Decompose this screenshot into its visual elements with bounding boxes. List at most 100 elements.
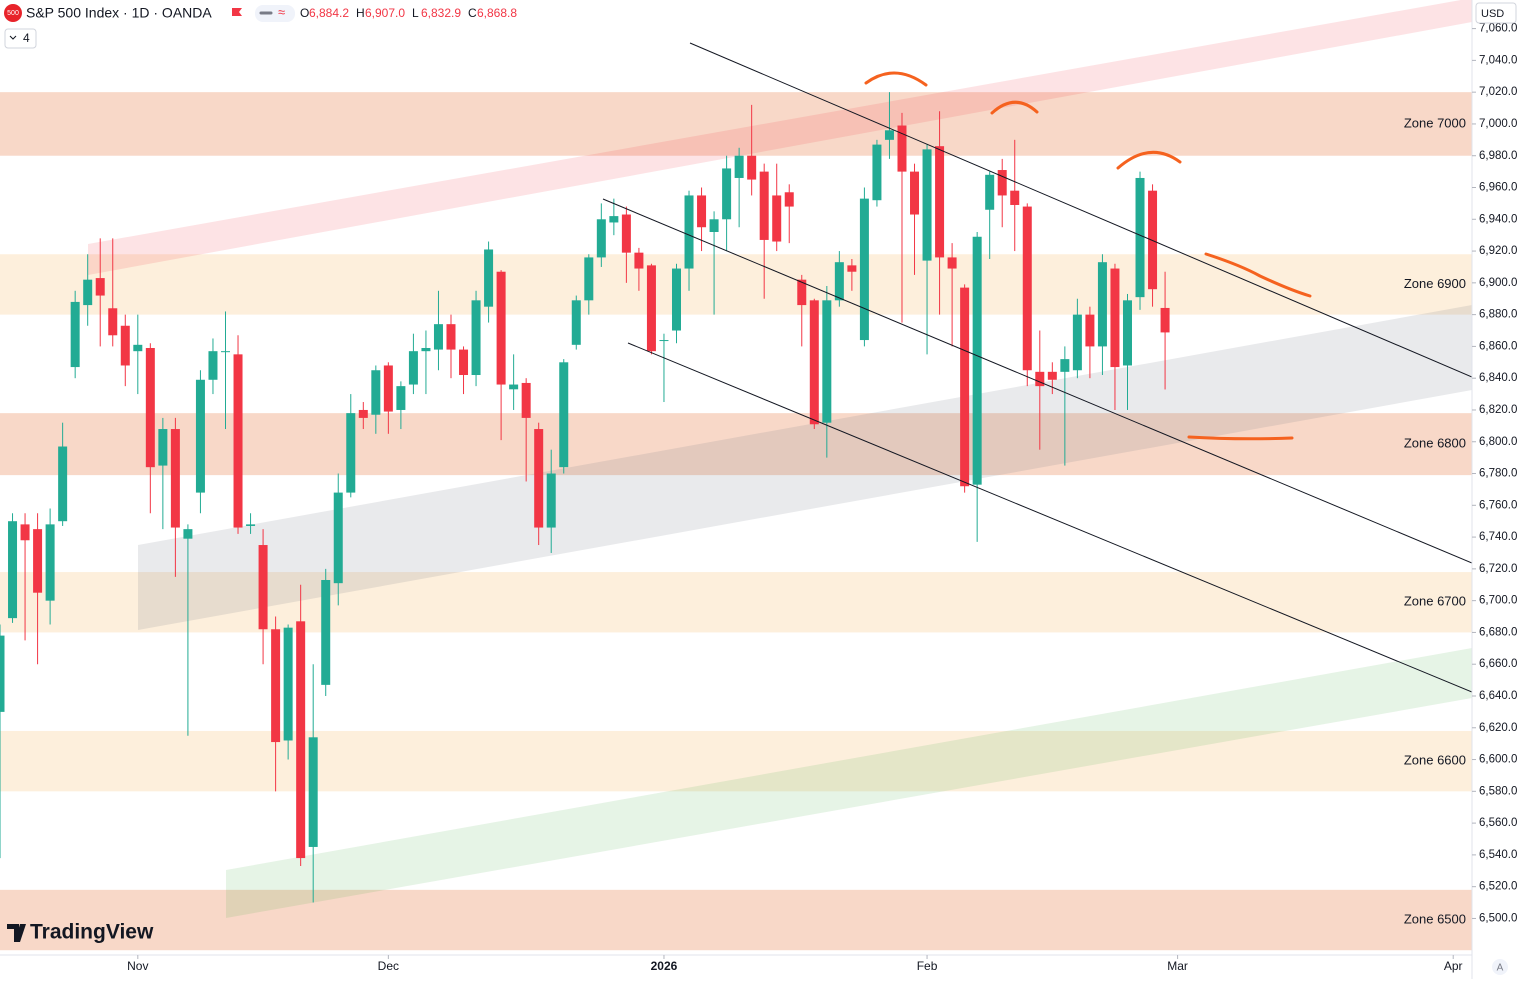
candle-body	[246, 524, 256, 526]
symbol-badge	[4, 4, 22, 22]
candle-body	[859, 198, 869, 341]
y-tick-label: 7,040.0	[1479, 54, 1517, 66]
ohlc-key: H	[356, 6, 365, 20]
y-tick-label: 6,940.0	[1479, 213, 1517, 225]
ohlc-key: O	[300, 6, 309, 20]
candle-body	[333, 492, 343, 584]
axes: 6,500.0 6,520.0 6,540.0 6,560.0 6,580.0 6,600…	[127, 23, 1517, 974]
top-marker	[990, 100, 1039, 115]
x-tick-label: Dec	[378, 959, 399, 973]
candle-body	[1110, 268, 1120, 368]
candle-body	[872, 144, 882, 201]
y-tick-label: 6,680.0	[1479, 626, 1517, 638]
green-channel	[226, 648, 1472, 918]
candle-body	[972, 236, 982, 485]
candle-body	[446, 324, 456, 350]
candle-body	[734, 155, 744, 178]
candle-body	[609, 216, 619, 223]
symbol[interactable]: S&P 500 Index · 1D · OANDA	[26, 5, 212, 21]
candle-body	[145, 347, 155, 468]
candle-body	[1060, 359, 1070, 372]
scale-mode[interactable]	[1492, 959, 1508, 975]
top-marker	[1116, 150, 1182, 170]
candle-body	[358, 409, 368, 418]
candle-body	[283, 627, 293, 741]
top-marker	[864, 71, 928, 87]
currency-box[interactable]	[1475, 2, 1517, 24]
candle-body	[584, 257, 594, 301]
candle-body	[834, 262, 844, 301]
y-tick-label: 6,860.0	[1479, 340, 1517, 352]
candle-body	[1097, 262, 1107, 347]
y-tick-label: 6,920.0	[1479, 245, 1517, 257]
ohlc-key: C	[468, 6, 477, 20]
candle-body	[1010, 190, 1020, 205]
candle-body	[308, 737, 318, 847]
ohlc-value: 6,884.2	[309, 6, 349, 20]
ohlc-value: 6,907.0	[365, 6, 405, 20]
y-tick-label: 7,060.0	[1479, 23, 1517, 35]
zone-label: Zone 7000	[1404, 115, 1466, 130]
candle-body	[621, 214, 631, 253]
candle-body	[822, 300, 832, 423]
candle-body	[1022, 206, 1032, 371]
candle-body	[45, 524, 55, 601]
y-tick-label: 6,960.0	[1479, 182, 1517, 194]
x-tick-label: Apr	[1444, 959, 1463, 973]
candle-body	[1085, 314, 1095, 347]
candle-body	[120, 325, 130, 366]
candle-body	[684, 195, 694, 269]
candle-body	[158, 429, 168, 466]
currency[interactable]: USD	[1481, 8, 1504, 20]
y-tick-label: 6,660.0	[1479, 658, 1517, 670]
y-tick-label: 6,900.0	[1479, 277, 1517, 289]
candle-body	[0, 635, 5, 712]
logo-mark	[7, 924, 26, 942]
trendline	[627, 342, 1472, 693]
candle-body	[1160, 307, 1170, 333]
indicator-toggle[interactable]	[4, 28, 37, 49]
candle-body	[571, 300, 581, 345]
flag-icon[interactable]	[232, 8, 242, 16]
candle-body	[208, 351, 218, 380]
chevron	[9, 35, 17, 40]
candle-body	[759, 171, 769, 240]
candle-body	[433, 324, 443, 350]
ohlc-value: 6,832.9	[421, 6, 461, 20]
candle-body	[985, 174, 995, 210]
candle-body	[809, 300, 819, 425]
y-tick-label: 6,880.0	[1479, 309, 1517, 321]
candle-body	[95, 278, 105, 296]
candle-body	[471, 300, 481, 376]
y-tick-label: 6,620.0	[1479, 722, 1517, 734]
scale-mode-label[interactable]: A	[1497, 963, 1504, 974]
candle-body	[509, 384, 519, 390]
zone-labels: Zone 7000 Zone 6900 Zone 6800 Zone 6700 Zone…	[1404, 115, 1466, 926]
candle-body	[83, 279, 93, 306]
logo: TradingView	[30, 921, 154, 944]
candle-body	[747, 155, 757, 180]
zone-band	[0, 889, 1472, 951]
y-tick-label: 6,520.0	[1479, 881, 1517, 893]
candle-body	[8, 521, 18, 619]
zone-label: Zone 6500	[1404, 911, 1466, 926]
y-tick-label: 6,780.0	[1479, 468, 1517, 480]
candle-body	[408, 351, 418, 385]
candle-body	[1148, 190, 1158, 290]
candle-body	[183, 529, 193, 539]
y-tick-label: 6,760.0	[1479, 499, 1517, 511]
candle-body	[784, 192, 794, 207]
y-tick-label: 7,000.0	[1479, 118, 1517, 130]
candle-body	[521, 382, 531, 418]
candle-body	[722, 168, 732, 220]
candle-body	[634, 252, 644, 269]
status-pill	[255, 5, 295, 22]
down-arrow-sketch	[1204, 252, 1312, 298]
zone-label: Zone 6700	[1404, 594, 1466, 609]
y-tick-label: 6,500.0	[1479, 912, 1517, 924]
badge-text: 500	[7, 10, 19, 17]
candle-body	[170, 429, 180, 528]
candle-body	[220, 351, 230, 353]
candle-body	[709, 219, 719, 232]
